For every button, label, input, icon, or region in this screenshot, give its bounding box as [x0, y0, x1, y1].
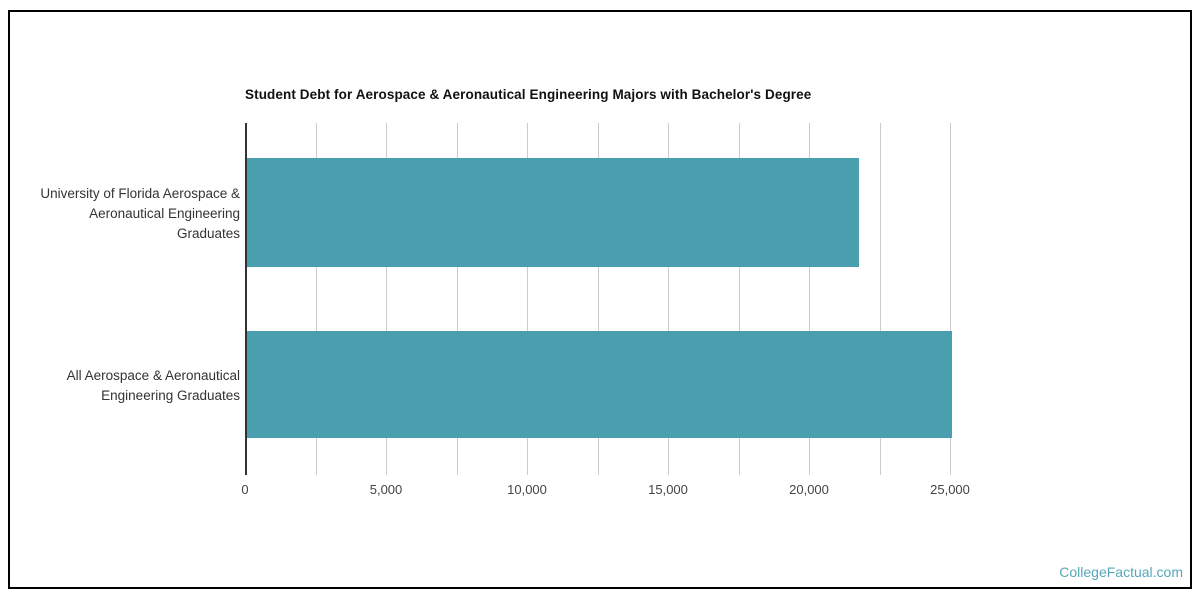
x-tick-label-15000: 15,000 [648, 482, 688, 497]
y-axis-label-line: Aeronautical Engineering [89, 206, 240, 221]
y-axis-label-1: All Aerospace & Aeronautical Engineering … [10, 366, 240, 406]
x-tick-label-20000: 20,000 [789, 482, 829, 497]
gridline-10000 [527, 123, 528, 475]
y-axis-label-line: All Aerospace & Aeronautical [66, 368, 240, 383]
gridline-20000 [809, 123, 810, 475]
gridline-22500 [880, 123, 881, 475]
gridline-7500 [457, 123, 458, 475]
bar-university-of-florida-aerospace-aeronautical-engineering-graduates[interactable] [247, 158, 859, 267]
gridline-2500 [316, 123, 317, 475]
x-tick-label-25000: 25,000 [930, 482, 970, 497]
bar-all-aerospace-aeronautical-engineering-graduates[interactable] [247, 331, 952, 438]
x-tick-label-10000: 10,000 [507, 482, 547, 497]
plot-area [245, 123, 1065, 475]
gridline-5000 [386, 123, 387, 475]
gridline-25000 [950, 123, 951, 475]
y-axis-label-line: Graduates [176, 226, 240, 241]
gridline-17500 [739, 123, 740, 475]
y-axis-label-line: University of Florida Aerospace & [40, 186, 240, 201]
gridline-12500 [598, 123, 599, 475]
collegefactual-watermark-link[interactable]: CollegeFactual.com [1059, 564, 1183, 580]
x-tick-label-5000: 5,000 [369, 482, 403, 497]
y-axis-label-line: Engineering Graduates [101, 388, 240, 403]
y-axis-label-0: University of Florida Aerospace & Aeronau… [10, 184, 240, 244]
x-axis-baseline [245, 123, 247, 475]
gridline-15000 [668, 123, 669, 475]
chart-title: Student Debt for Aerospace & Aeronautica… [245, 87, 812, 102]
x-tick-label-0: 0 [241, 482, 249, 497]
